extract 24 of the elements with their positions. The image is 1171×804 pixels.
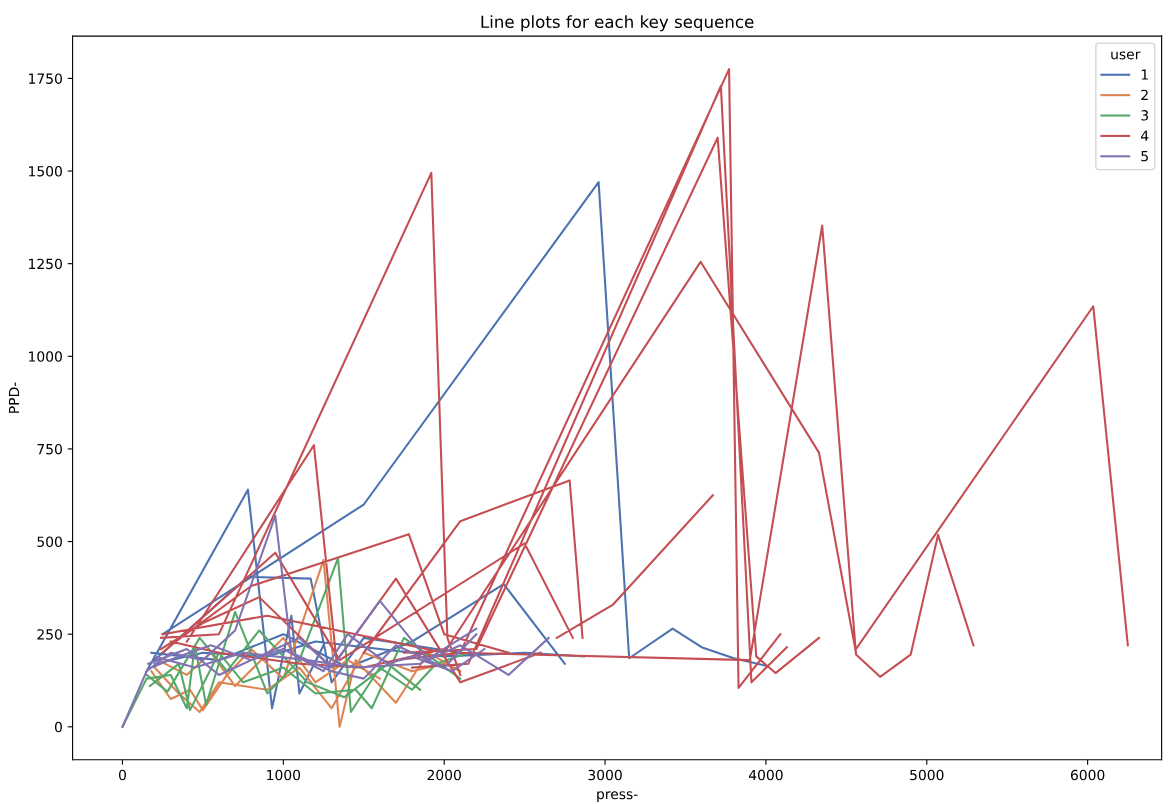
y-tick-label: 500 [37, 536, 62, 548]
legend-label: 4 [1140, 130, 1149, 141]
x-tick-label: 6000 [1070, 769, 1105, 781]
legend-label: 2 [1141, 89, 1148, 101]
legend-label: 1 [1141, 69, 1148, 80]
y-axis-title: PPD- [8, 382, 20, 413]
x-tick-label: 1000 [267, 769, 301, 781]
x-tick-label: 4000 [748, 769, 783, 781]
legend-label: 3 [1141, 110, 1149, 121]
chart-title: Line plots for each key sequence [481, 15, 754, 32]
y-tick-label: 1750 [29, 73, 62, 84]
x-tick-label: 0 [118, 769, 126, 781]
x-tick-label: 5000 [910, 769, 944, 781]
y-tick-label: 750 [37, 443, 62, 455]
x-tick-label: 3000 [588, 769, 622, 781]
y-tick-label: 1000 [29, 351, 62, 362]
y-tick-label: 250 [37, 629, 62, 640]
y-tick-label: 1500 [29, 166, 62, 177]
x-axis-title: press- [597, 791, 638, 802]
legend-title: user [1111, 51, 1141, 60]
x-tick-label: 2000 [427, 769, 461, 781]
legend-label: 5 [1141, 151, 1148, 162]
y-tick-label: 0 [54, 721, 62, 733]
y-tick-label: 1250 [29, 258, 62, 270]
